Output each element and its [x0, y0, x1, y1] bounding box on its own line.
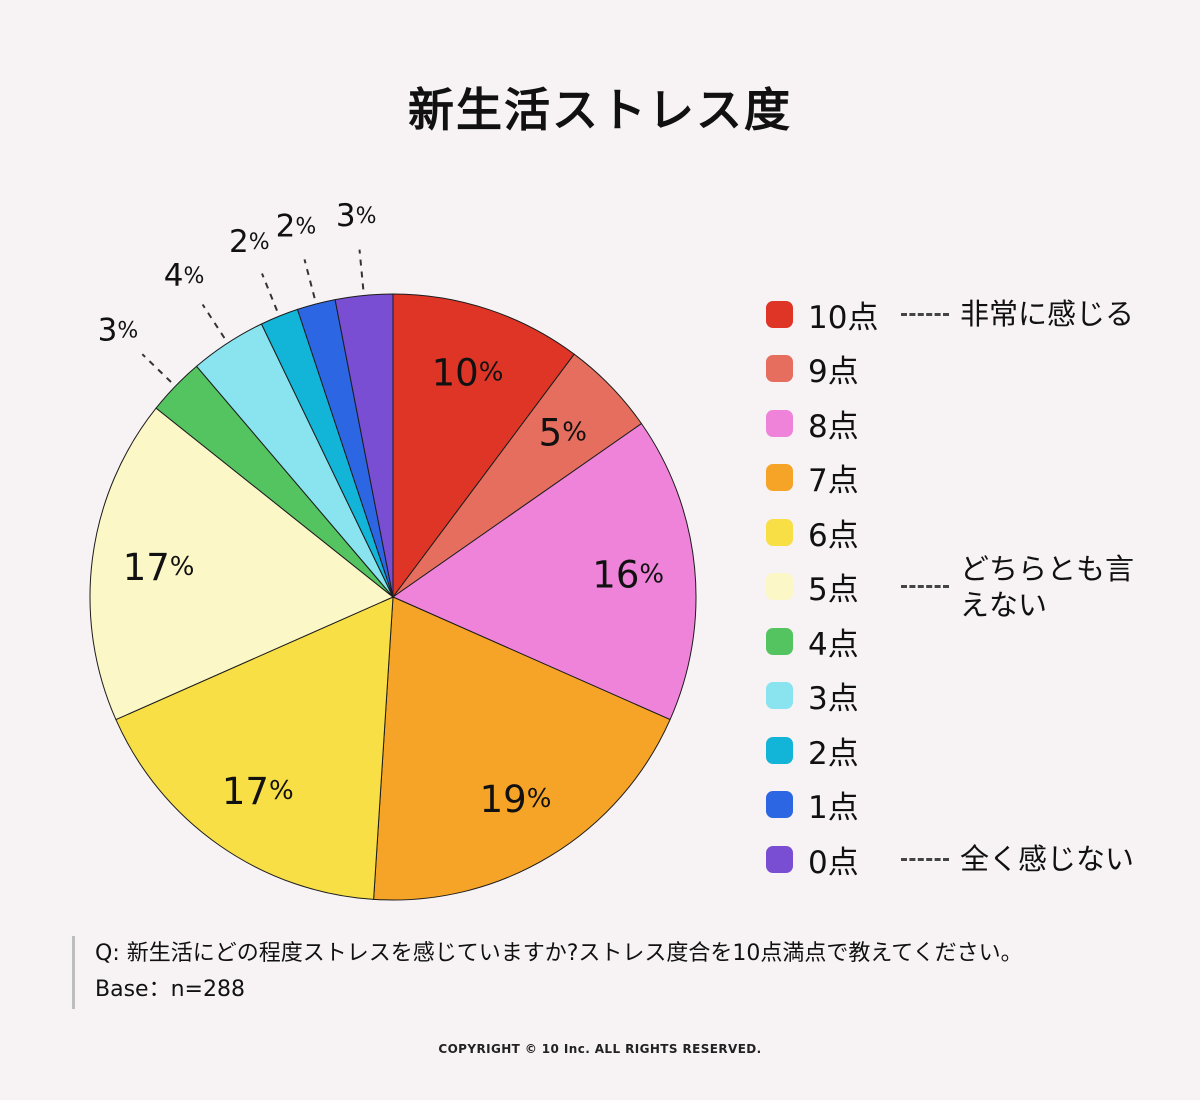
footnote-block: Q: 新生活にどの程度ストレスを感じていますか?ストレス度合を10点満点で教えて…	[72, 936, 1023, 1009]
copyright-notice: COPYRIGHT © 10 Inc. ALL RIGHTS RESERVED.	[438, 1042, 762, 1056]
pie-slice-score-5	[89, 407, 394, 721]
legend-swatch	[766, 573, 793, 601]
slice-percent-label: 5%	[539, 411, 587, 454]
legend-item-score-8: 8点	[766, 396, 1150, 451]
label-leader-line	[358, 249, 365, 290]
legend-swatch	[766, 627, 793, 655]
legend-label: 6点	[808, 517, 859, 554]
legend-swatch	[766, 464, 793, 492]
slice-percent-label: 3%	[336, 198, 377, 234]
survey-base: Base：n=288	[95, 977, 245, 1003]
legend-label: 1点	[808, 790, 859, 827]
legend-item-score-10: 10点 非常に感じる	[766, 287, 1150, 342]
label-leader-line	[303, 259, 316, 299]
pie-slice-score-10	[392, 293, 575, 598]
legend-label: 4点	[808, 626, 859, 663]
legend-annotation: 非常に感じる	[960, 297, 1135, 332]
slice-percent-label: 3%	[98, 313, 139, 349]
legend-swatch	[766, 300, 793, 328]
slice-percent-label: 2%	[229, 224, 270, 260]
legend-item-score-9: 9点	[766, 342, 1150, 397]
survey-question: Q: 新生活にどの程度ストレスを感じていますか?ストレス度合を10点満点で教えて…	[95, 941, 1023, 966]
legend-item-score-7: 7点	[766, 451, 1150, 506]
annotation-dash-line	[901, 857, 949, 861]
slice-percent-label: 16%	[592, 553, 664, 596]
legend-label: 10点	[808, 299, 879, 336]
legend-swatch	[766, 682, 793, 710]
legend: 10点 非常に感じる 9点 8点 7点 6点 5点 どちらとも言えない 4点 3点 2点 1点 0点 全く…	[766, 287, 1150, 887]
legend-annotation: 全く感じない	[960, 842, 1135, 877]
legend-item-score-4: 4点	[766, 614, 1150, 669]
legend-swatch	[766, 518, 793, 546]
annotation-dash-line	[901, 585, 949, 589]
slice-percent-label: 4%	[164, 258, 205, 294]
legend-item-score-1: 1点	[766, 778, 1150, 833]
legend-label: 3点	[808, 681, 859, 718]
chart-title: 新生活ストレス度	[408, 83, 792, 137]
legend-swatch	[766, 791, 793, 819]
legend-swatch	[766, 355, 793, 383]
legend-item-score-5: 5点 どちらとも言えない	[766, 552, 1150, 622]
legend-label: 9点	[808, 354, 859, 391]
legend-label: 7点	[808, 463, 859, 500]
label-leader-line	[201, 303, 226, 339]
slice-percent-label: 17%	[222, 769, 294, 812]
legend-label: 0点	[808, 844, 859, 881]
pie-slice-score-7	[373, 596, 671, 901]
pie-slice-score-8	[392, 423, 697, 721]
slice-percent-label: 17%	[123, 545, 195, 588]
legend-item-score-3: 3点	[766, 669, 1150, 724]
legend-swatch	[766, 736, 793, 764]
slice-percent-label: 2%	[276, 209, 317, 245]
legend-label: 2点	[808, 735, 859, 772]
legend-annotation: どちらとも言えない	[960, 551, 1135, 622]
legend-item-score-2: 2点	[766, 723, 1150, 778]
pie-slice-score-6	[115, 596, 394, 900]
legend-label: 8点	[808, 408, 859, 445]
label-leader-line	[261, 273, 278, 311]
legend-item-score-6: 6点	[766, 505, 1150, 560]
annotation-dash-line	[901, 312, 949, 316]
slice-percent-label: 19%	[480, 778, 552, 821]
pie-slice-score-0	[334, 293, 394, 598]
label-leader-line	[141, 353, 172, 383]
legend-label: 5点	[808, 572, 859, 609]
legend-swatch	[766, 409, 793, 437]
legend-item-score-0: 0点 全く感じない	[766, 832, 1150, 887]
legend-swatch	[766, 845, 793, 873]
slice-percent-label: 10%	[432, 351, 504, 394]
